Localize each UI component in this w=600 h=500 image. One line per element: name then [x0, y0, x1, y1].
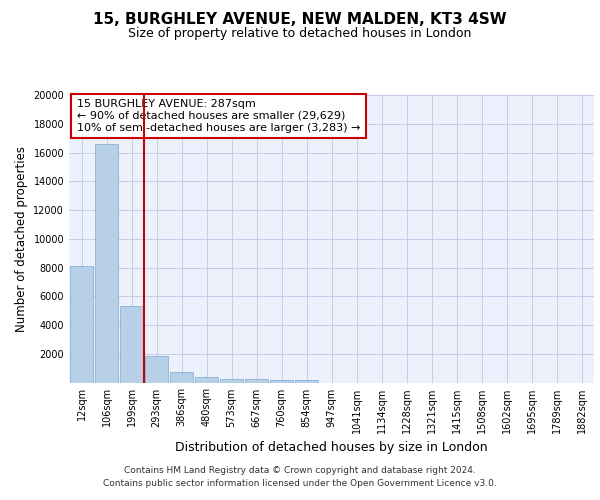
Bar: [295, 380, 318, 382]
Bar: [245, 379, 268, 382]
Bar: [270, 380, 293, 382]
Text: Size of property relative to detached houses in London: Size of property relative to detached ho…: [128, 28, 472, 40]
Bar: [145, 356, 168, 382]
X-axis label: Distribution of detached houses by size in London: Distribution of detached houses by size …: [175, 441, 488, 454]
Text: 15 BURGHLEY AVENUE: 287sqm
← 90% of detached houses are smaller (29,629)
10% of : 15 BURGHLEY AVENUE: 287sqm ← 90% of deta…: [77, 100, 360, 132]
Text: 15, BURGHLEY AVENUE, NEW MALDEN, KT3 4SW: 15, BURGHLEY AVENUE, NEW MALDEN, KT3 4SW: [93, 12, 507, 28]
Text: Contains HM Land Registry data © Crown copyright and database right 2024.
Contai: Contains HM Land Registry data © Crown c…: [103, 466, 497, 487]
Y-axis label: Number of detached properties: Number of detached properties: [15, 146, 28, 332]
Bar: [220, 378, 243, 382]
Bar: [95, 144, 118, 382]
Bar: [120, 306, 143, 382]
Bar: [195, 378, 218, 382]
Bar: [170, 372, 193, 382]
Bar: [70, 266, 93, 382]
